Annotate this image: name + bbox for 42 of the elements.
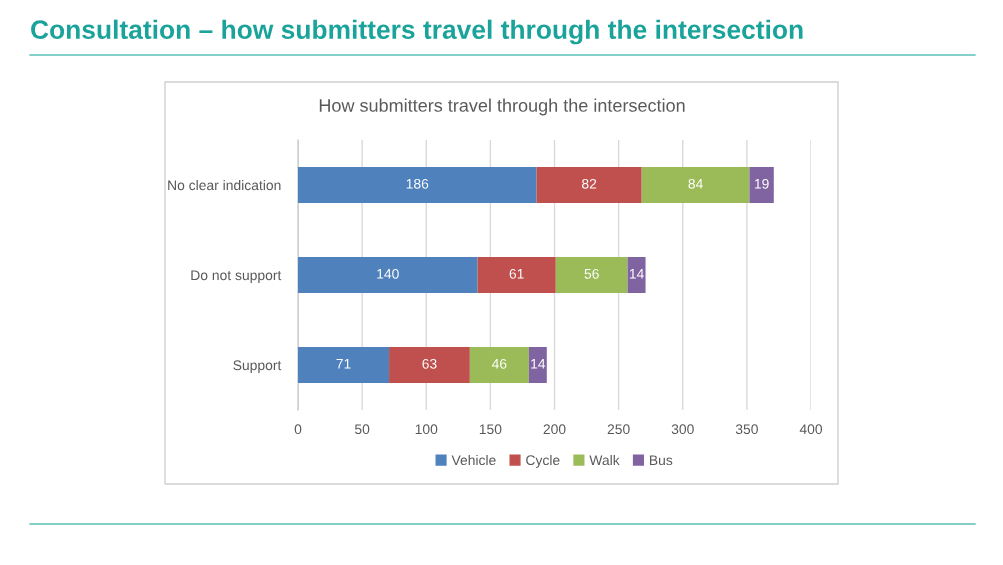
y-tick-label: Do not support [191, 270, 282, 283]
data-label: 14 [531, 359, 546, 369]
data-label: 63 [422, 358, 437, 369]
x-tick-label: 400 [799, 424, 823, 435]
data-label: 56 [584, 268, 599, 279]
x-tick-label: 50 [354, 424, 370, 435]
data-label: 19 [754, 178, 769, 189]
legend-label: Vehicle [451, 454, 496, 466]
data-label: 186 [406, 178, 429, 189]
x-tick-label: 250 [607, 424, 630, 435]
data-label: 14 [629, 269, 644, 279]
data-label: 71 [336, 359, 351, 369]
x-tick-label: 100 [415, 424, 438, 435]
chart-subtitle: How submitters travel through the intersection [319, 98, 685, 116]
legend-label: Bus [649, 455, 673, 466]
bar [555, 257, 628, 293]
x-tick-label: 300 [671, 424, 694, 435]
bar [536, 167, 642, 203]
bar [298, 257, 478, 293]
legend-label: Cycle [526, 454, 560, 468]
bar [749, 167, 774, 203]
bar [528, 347, 547, 383]
data-label: 82 [582, 178, 597, 189]
data-label: 140 [377, 268, 399, 279]
x-tick-label: 0 [294, 424, 302, 435]
y-tick-label: Support [233, 360, 282, 373]
chart-title: Consultation – how submitters travel through the intersection [31, 19, 803, 45]
y-tick-label: No clear indication [168, 179, 281, 191]
bar [298, 347, 390, 383]
data-label: 46 [491, 358, 507, 369]
bar [477, 257, 556, 293]
bar [389, 347, 470, 383]
data-label: 61 [509, 268, 524, 279]
bar [641, 167, 750, 203]
bar [298, 167, 537, 203]
x-tick-label: 200 [543, 424, 566, 435]
bar [469, 347, 529, 383]
x-tick-label: 350 [735, 424, 758, 435]
legend-label: Walk [589, 454, 620, 466]
bar [627, 257, 646, 293]
x-tick-label: 150 [479, 424, 502, 435]
data-label: 84 [688, 178, 703, 189]
